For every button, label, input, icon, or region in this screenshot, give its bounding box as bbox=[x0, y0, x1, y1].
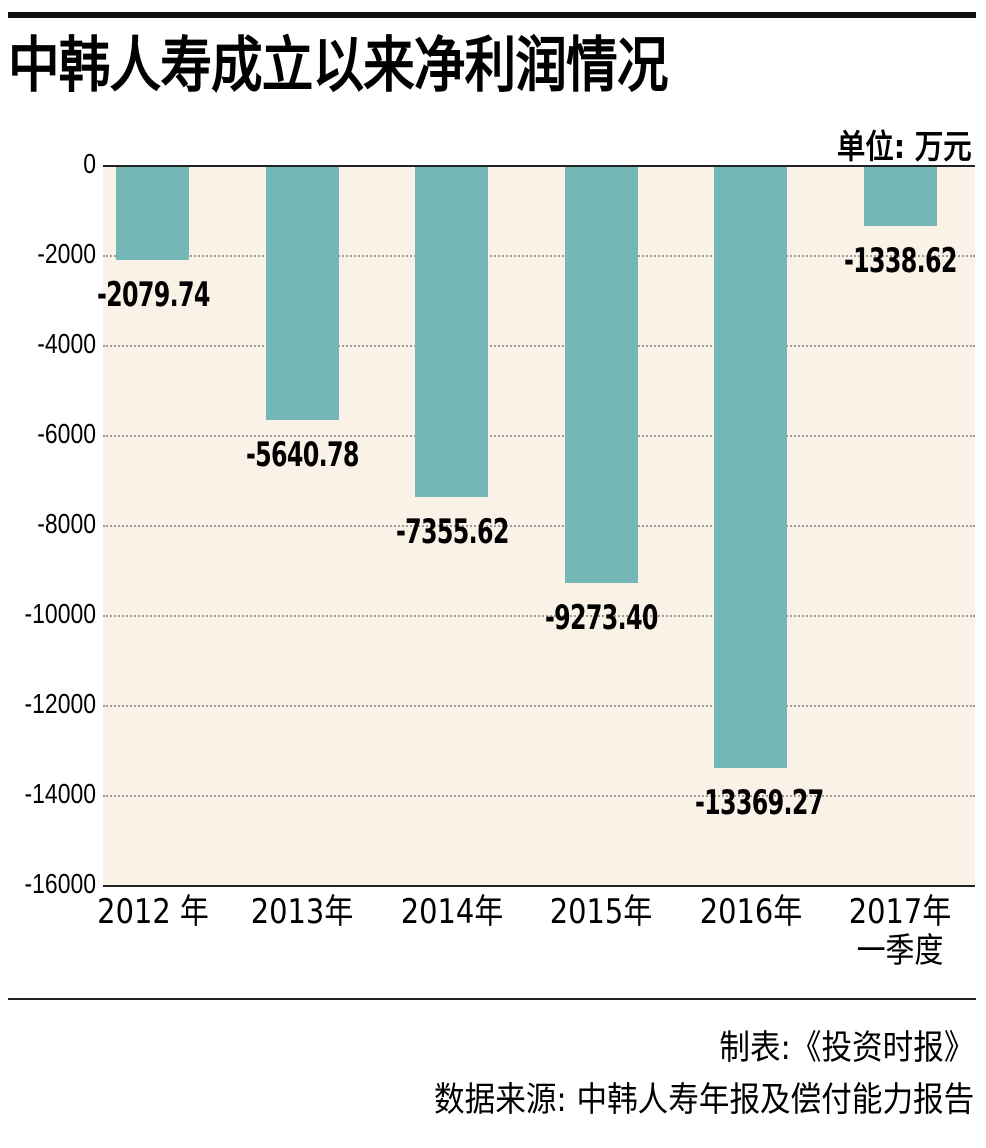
gridline bbox=[103, 345, 975, 347]
y-tick-label: -16000 bbox=[24, 868, 97, 899]
value-label: -9273.40 bbox=[545, 598, 658, 639]
x-tick-label-line2: 一季度 bbox=[856, 931, 944, 972]
x-tick-label-line1: 2012 年 bbox=[96, 892, 209, 932]
x-tick-label-line1: 2013年 bbox=[250, 892, 354, 932]
y-tick-label: -14000 bbox=[24, 778, 97, 809]
value-label: -13369.27 bbox=[694, 782, 824, 823]
y-tick-label: -2000 bbox=[37, 238, 96, 269]
value-label: -5640.78 bbox=[246, 434, 359, 475]
x-tick-label: 2014年 bbox=[384, 892, 520, 932]
x-tick-label-line1: 2015年 bbox=[549, 892, 653, 932]
gridline bbox=[103, 795, 975, 797]
value-label: -2079.74 bbox=[96, 274, 210, 315]
y-tick-label: -6000 bbox=[37, 418, 96, 449]
unit-label: 单位: 万元 bbox=[837, 127, 972, 166]
chart-title: 中韩人寿成立以来净利润情况 bbox=[8, 31, 668, 101]
gridline bbox=[103, 705, 975, 707]
x-tick-label: 2012 年 bbox=[85, 892, 221, 932]
gridline bbox=[103, 525, 975, 527]
x-axis-line bbox=[103, 885, 975, 887]
gridline bbox=[103, 615, 975, 617]
x-tick-label-line1: 2014年 bbox=[400, 892, 503, 932]
x-tick-label-line1: 2017年 bbox=[848, 892, 952, 932]
x-tick-label: 2016年 bbox=[683, 892, 819, 932]
plot-area bbox=[103, 166, 975, 886]
bar bbox=[415, 166, 488, 497]
gridline bbox=[103, 435, 975, 437]
x-tick-label: 2013年 bbox=[234, 892, 370, 932]
value-label: -1338.62 bbox=[844, 241, 957, 282]
y-tick-label: -4000 bbox=[37, 328, 96, 359]
x-tick-label: 2015年 bbox=[533, 892, 669, 932]
bar bbox=[714, 166, 787, 768]
x-tick-label: 2017年 一季度 bbox=[832, 892, 968, 972]
y-tick-label: 0 bbox=[83, 148, 96, 179]
producer-credit: 制表:《投资时报》 bbox=[718, 1028, 974, 1068]
data-source: 数据来源: 中韩人寿年报及偿付能力报告 bbox=[433, 1080, 974, 1120]
zero-axis-line bbox=[103, 165, 975, 167]
bar bbox=[265, 166, 339, 420]
value-label: -7355.62 bbox=[395, 512, 509, 552]
bottom-rule bbox=[8, 998, 976, 1000]
bar bbox=[863, 166, 937, 227]
x-tick-label-line1: 2016年 bbox=[699, 892, 802, 932]
gridline bbox=[103, 255, 975, 257]
bar bbox=[116, 166, 189, 260]
y-tick-label: -8000 bbox=[37, 508, 96, 539]
bar bbox=[564, 166, 638, 584]
top-rule bbox=[8, 12, 976, 18]
y-tick-label: -10000 bbox=[24, 598, 97, 629]
y-tick-label: -12000 bbox=[24, 688, 97, 719]
